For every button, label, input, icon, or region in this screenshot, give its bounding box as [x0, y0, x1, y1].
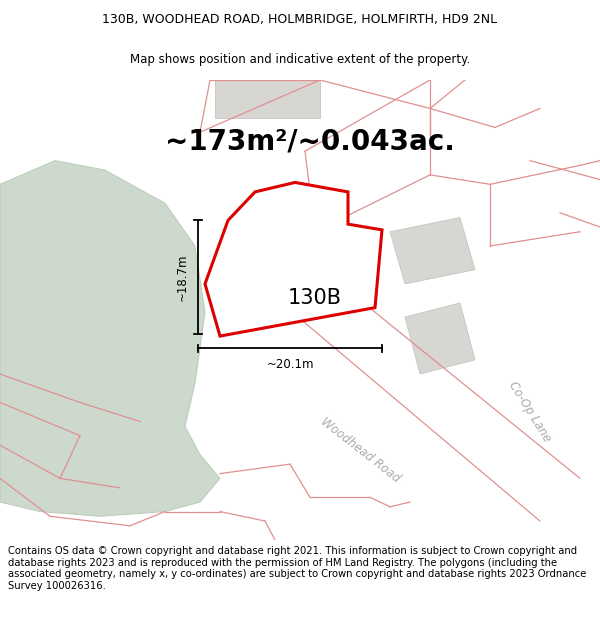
Polygon shape: [0, 161, 220, 516]
Polygon shape: [265, 213, 365, 312]
Text: Map shows position and indicative extent of the property.: Map shows position and indicative extent…: [130, 54, 470, 66]
Text: ~18.7m: ~18.7m: [176, 254, 188, 301]
Text: Contains OS data © Crown copyright and database right 2021. This information is : Contains OS data © Crown copyright and d…: [8, 546, 586, 591]
Text: Co-Op Lane: Co-Op Lane: [506, 379, 554, 444]
Text: 130B: 130B: [288, 288, 342, 308]
Text: ~173m²/~0.043ac.: ~173m²/~0.043ac.: [165, 127, 455, 156]
Text: 130B, WOODHEAD ROAD, HOLMBRIDGE, HOLMFIRTH, HD9 2NL: 130B, WOODHEAD ROAD, HOLMBRIDGE, HOLMFIR…: [103, 14, 497, 26]
Polygon shape: [405, 303, 475, 374]
Polygon shape: [390, 217, 475, 284]
Text: ~20.1m: ~20.1m: [266, 358, 314, 371]
Polygon shape: [205, 182, 382, 336]
Polygon shape: [215, 80, 320, 118]
Text: Woodhead Road: Woodhead Road: [318, 415, 402, 485]
